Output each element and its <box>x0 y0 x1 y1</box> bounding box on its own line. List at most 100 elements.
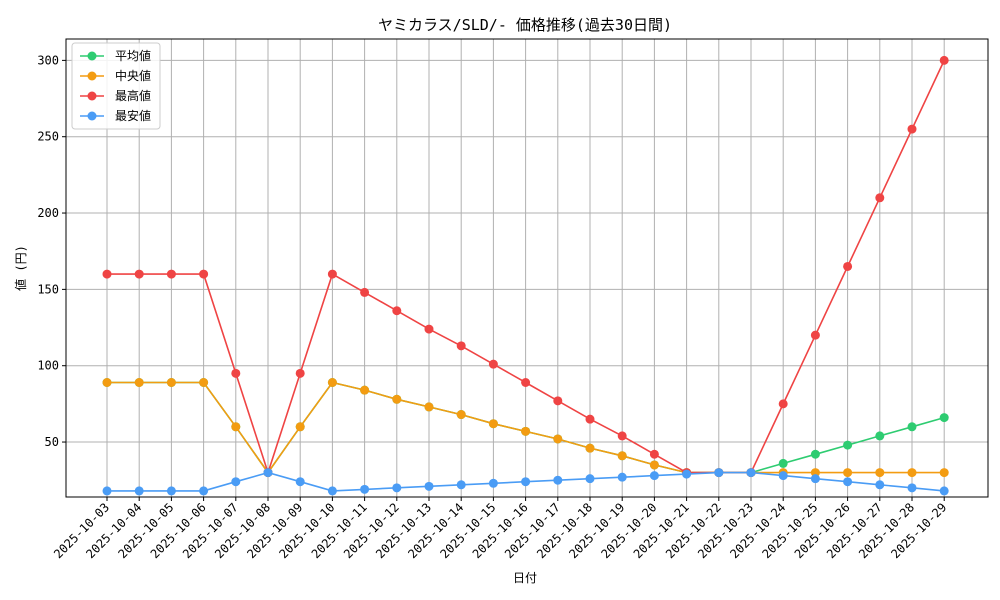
series-4 <box>102 468 949 496</box>
data-point <box>360 385 370 395</box>
data-point <box>649 449 659 459</box>
data-point <box>907 124 917 134</box>
y-tick-label: 300 <box>37 53 59 67</box>
data-point <box>907 422 917 432</box>
data-point <box>327 486 337 496</box>
data-point <box>810 474 820 484</box>
data-point <box>746 468 756 478</box>
data-point <box>199 269 209 279</box>
series-2 <box>102 378 949 478</box>
data-point <box>617 431 627 441</box>
data-point <box>456 410 466 420</box>
data-point <box>907 483 917 493</box>
data-point <box>843 468 853 478</box>
data-point <box>424 402 434 412</box>
data-point <box>778 471 788 481</box>
data-point <box>166 486 176 496</box>
data-point <box>585 474 595 484</box>
data-point <box>875 193 885 203</box>
legend-marker <box>87 71 97 81</box>
data-point <box>907 468 917 478</box>
y-tick-label: 100 <box>37 359 59 373</box>
data-point <box>617 472 627 482</box>
data-point <box>521 477 531 487</box>
data-point <box>875 431 885 441</box>
data-point <box>649 460 659 470</box>
data-point <box>231 477 241 487</box>
y-tick-label: 250 <box>37 130 59 144</box>
data-point <box>553 475 563 485</box>
data-point <box>810 449 820 459</box>
data-point <box>875 468 885 478</box>
data-point <box>649 471 659 481</box>
data-point <box>488 419 498 429</box>
data-point <box>102 486 112 496</box>
data-point <box>295 368 305 378</box>
chart-title: ヤミカラス/SLD/- 価格推移(過去30日間) <box>378 16 672 34</box>
data-point <box>327 269 337 279</box>
data-point <box>617 451 627 461</box>
y-axis-label: 値 (円) <box>13 245 28 291</box>
data-point <box>939 413 949 423</box>
legend-marker <box>87 51 97 61</box>
data-point <box>488 478 498 488</box>
data-point <box>166 378 176 387</box>
series-3 <box>102 55 949 478</box>
plot-area-frame <box>65 38 989 498</box>
data-point <box>939 468 949 478</box>
y-axis: 50 100 150 200 250 300 <box>37 53 66 449</box>
data-point <box>360 287 370 297</box>
y-tick-label: 50 <box>45 435 59 449</box>
data-point <box>392 394 402 404</box>
data-point <box>585 414 595 424</box>
data-point <box>843 440 853 450</box>
data-point <box>134 486 144 496</box>
data-point <box>778 458 788 468</box>
legend-marker <box>87 111 97 121</box>
data-point <box>392 306 402 316</box>
legend-marker <box>87 91 97 101</box>
data-point <box>553 434 563 444</box>
grid <box>66 39 988 497</box>
data-point <box>585 443 595 453</box>
data-point <box>102 378 112 387</box>
x-axis-label: 日付 <box>513 571 537 585</box>
y-tick-label: 200 <box>37 206 59 220</box>
data-point <box>134 378 144 387</box>
legend-label: 平均値 <box>115 48 151 63</box>
data-point <box>199 486 209 496</box>
data-point <box>199 378 209 387</box>
data-point <box>134 269 144 279</box>
data-point <box>424 324 434 334</box>
data-point <box>295 422 305 432</box>
data-point <box>875 480 885 490</box>
data-point <box>778 399 788 409</box>
data-point <box>102 269 112 279</box>
y-tick-label: 150 <box>37 282 59 296</box>
data-point <box>295 477 305 487</box>
data-point <box>166 269 176 279</box>
legend-frame <box>71 42 161 130</box>
data-point <box>714 468 724 478</box>
data-point <box>939 486 949 496</box>
data-point <box>456 480 466 490</box>
data-point <box>231 368 241 378</box>
data-point <box>231 422 241 432</box>
data-point <box>392 483 402 493</box>
legend-label: 最安値 <box>115 108 151 123</box>
data-point <box>263 468 273 478</box>
data-point <box>843 477 853 487</box>
data-point <box>521 426 531 436</box>
legend-label: 中央値 <box>115 68 151 83</box>
data-point <box>682 469 692 479</box>
data-point <box>521 378 531 387</box>
data-point <box>424 481 434 491</box>
x-axis: 2025-10-032025-10-042025-10-052025-10-06… <box>51 497 949 561</box>
data-point <box>843 261 853 271</box>
data-point <box>939 55 949 65</box>
data-point <box>488 359 498 369</box>
data-point <box>327 378 337 387</box>
data-point <box>456 341 466 351</box>
